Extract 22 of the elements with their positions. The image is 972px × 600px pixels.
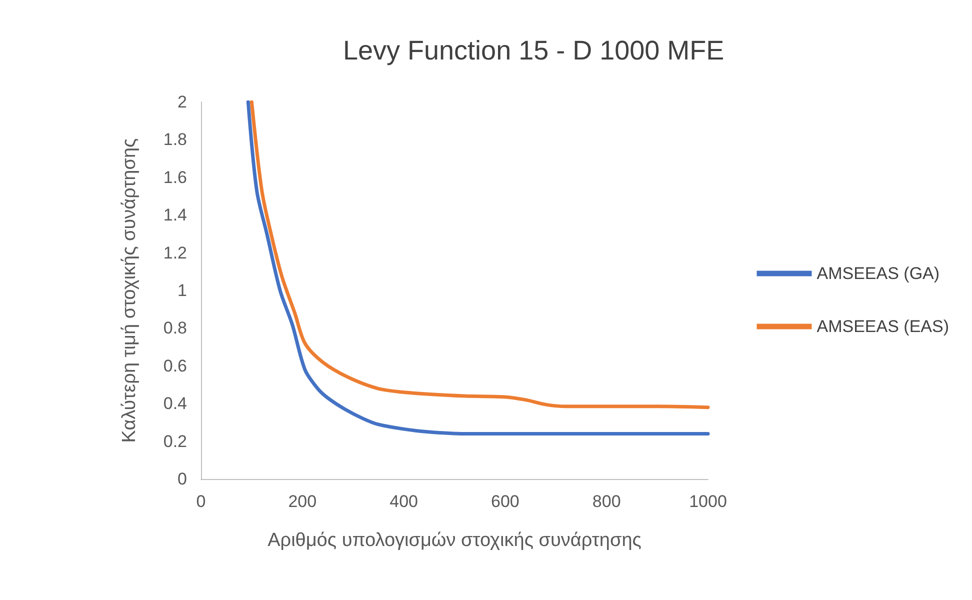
y-tick-label: 0: [178, 470, 187, 488]
x-tick-label: 600: [491, 492, 520, 511]
x-tick-label: 200: [288, 492, 317, 511]
chart-title: Levy Function 15 - D 1000 MFE: [343, 36, 724, 66]
y-axis-title: Καλύτερη τιμή στοχικής συνάρτησης: [119, 138, 140, 443]
x-tick-label: 800: [592, 492, 621, 511]
x-tick-label: 400: [390, 492, 418, 511]
y-tick-label: 1.8: [163, 130, 187, 150]
y-tick-label: 0.6: [163, 356, 187, 376]
x-tick-label: 1000: [689, 492, 727, 511]
y-tick-label: 1.4: [163, 206, 187, 225]
legend-label: AMSEEAS (GA): [816, 264, 940, 283]
y-tick-label: 1.6: [163, 168, 187, 187]
y-tick-label: 1: [178, 281, 187, 300]
x-tick-label: 0: [196, 492, 206, 511]
y-tick-label: 0.2: [163, 432, 187, 451]
y-tick-label: 0.4: [163, 394, 187, 414]
y-tick-label: 2: [178, 92, 187, 112]
legend-label: AMSEEAS (EAS): [816, 317, 950, 336]
x-axis-title: Αριθμός υπολογισμών στοχικής συνάρτησης: [268, 530, 642, 551]
y-tick-label: 1.2: [163, 243, 187, 262]
y-tick-label: 0.8: [163, 318, 187, 338]
